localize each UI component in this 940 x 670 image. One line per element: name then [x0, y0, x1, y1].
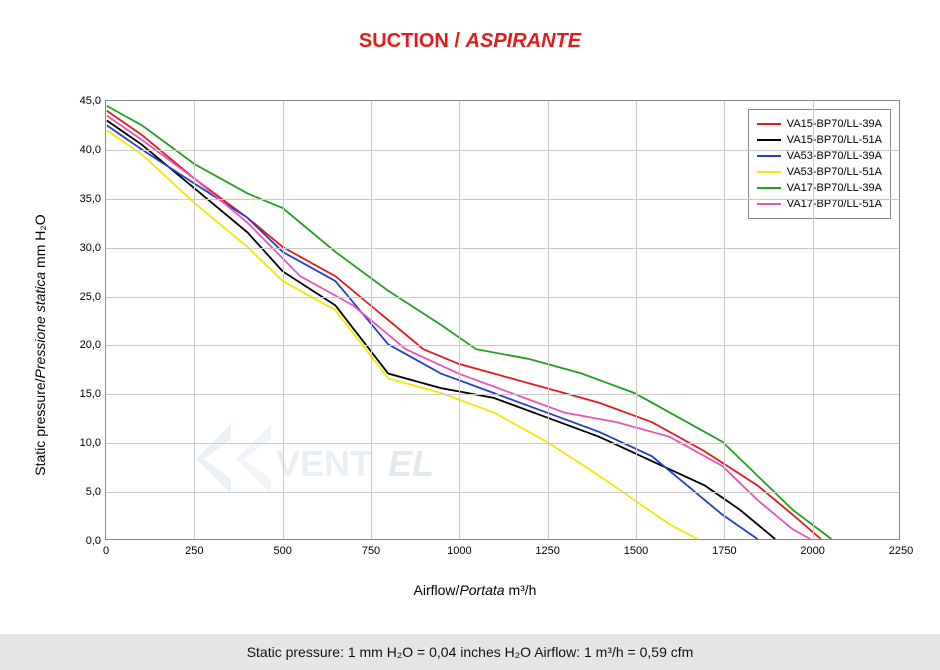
- legend-swatch: [757, 187, 781, 189]
- series-line: [107, 130, 698, 539]
- y-tick: 0,0: [66, 535, 101, 547]
- y-tick: 30,0: [66, 242, 101, 254]
- footer-bar: Static pressure: 1 mm H₂O = 0,04 inches …: [0, 634, 940, 670]
- y-tick: 20,0: [66, 339, 101, 351]
- legend-row: VA17-BP70/LL-39A: [757, 180, 882, 196]
- series-line: [107, 106, 832, 539]
- x-axis-label: Airflow/Portata m³/h: [414, 582, 537, 598]
- legend-label: VA17-BP70/LL-39A: [787, 182, 882, 194]
- x-tick: 2250: [889, 545, 913, 557]
- x-tick: 2000: [800, 545, 824, 557]
- legend-row: VA15-BP70/LL-39A: [757, 116, 882, 132]
- legend-label: VA17-BP70/LL-51A: [787, 198, 882, 210]
- legend-swatch: [757, 203, 781, 205]
- x-tick: 1500: [624, 545, 648, 557]
- y-tick: 25,0: [66, 291, 101, 303]
- y-axis-label: Static pressure/Pressione statica mm H₂O: [32, 214, 48, 475]
- legend-swatch: [757, 123, 781, 125]
- footer-left: Static pressure: 1 mm H₂O = 0,04 inches …: [247, 644, 531, 660]
- legend-swatch: [757, 155, 781, 157]
- x-tick: 0: [103, 545, 109, 557]
- legend-swatch: [757, 139, 781, 141]
- x-tick: 1000: [447, 545, 471, 557]
- y-tick: 15,0: [66, 388, 101, 400]
- x-tick: 1250: [535, 545, 559, 557]
- x-tick: 500: [273, 545, 291, 557]
- y-tick: 40,0: [66, 144, 101, 156]
- y-tick: 45,0: [66, 95, 101, 107]
- legend-label: VA15-BP70/LL-51A: [787, 134, 882, 146]
- title-sep: /: [449, 30, 466, 52]
- x-tick: 1750: [712, 545, 736, 557]
- legend-row: VA53-BP70/LL-51A: [757, 164, 882, 180]
- x-tick: 250: [185, 545, 203, 557]
- legend-label: VA15-BP70/LL-39A: [787, 118, 882, 130]
- title-part1: SUCTION: [359, 30, 449, 52]
- legend-label: VA53-BP70/LL-39A: [787, 150, 882, 162]
- chart-area: Static pressure/Pressione statica mm H₂O…: [50, 100, 900, 590]
- y-tick: 5,0: [66, 486, 101, 498]
- y-tick: 10,0: [66, 437, 101, 449]
- y-tick: 35,0: [66, 193, 101, 205]
- legend: VA15-BP70/LL-39A VA15-BP70/LL-51A VA53-BP7…: [748, 109, 891, 219]
- legend-swatch: [757, 171, 781, 173]
- legend-label: VA53-BP70/LL-51A: [787, 166, 882, 178]
- chart-title: SUCTION / ASPIRANTE: [0, 0, 940, 53]
- plot-region: VENT EL VA15-BP70/LL-39AVA15-BP70/LL-51A…: [105, 100, 900, 540]
- x-tick: 750: [362, 545, 380, 557]
- legend-row: VA15-BP70/LL-51A: [757, 132, 882, 148]
- title-part2: ASPIRANTE: [466, 30, 582, 52]
- footer-right: Airflow: 1 m³/h = 0,59 cfm: [534, 644, 693, 660]
